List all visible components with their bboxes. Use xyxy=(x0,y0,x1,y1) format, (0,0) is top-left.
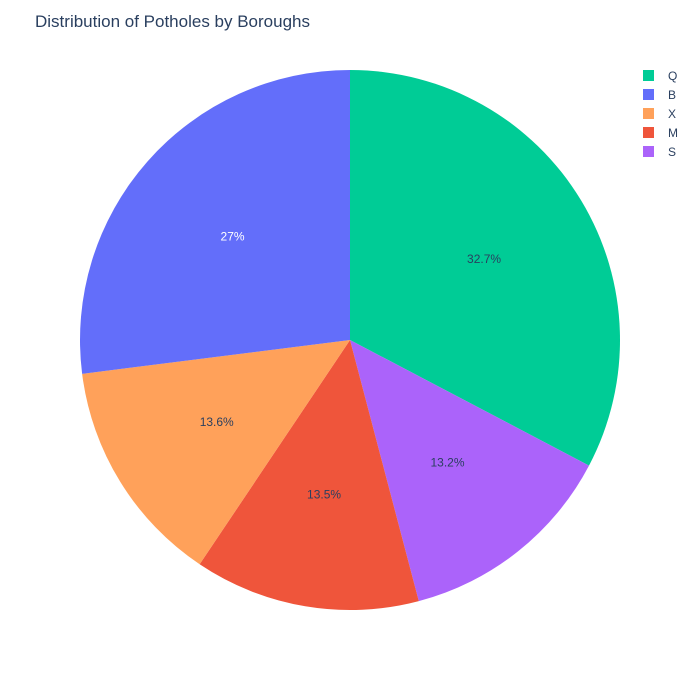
pie-slice-s[interactable] xyxy=(350,340,590,602)
legend-swatch xyxy=(643,70,654,81)
legend-label: S xyxy=(668,144,677,159)
slice-label-q: 32.7% xyxy=(467,252,501,266)
legend-swatch xyxy=(643,127,654,138)
legend-swatch xyxy=(643,146,654,157)
legend-label: X xyxy=(668,106,677,121)
chart-title: Distribution of Potholes by Boroughs xyxy=(35,12,310,31)
pie-slice-q[interactable] xyxy=(350,70,620,466)
legend-label: B xyxy=(668,87,677,102)
legend-label: Q xyxy=(668,68,678,83)
legend-label: M xyxy=(668,125,678,140)
legend-item-x[interactable]: X xyxy=(643,104,678,123)
slice-label-x: 13.6% xyxy=(200,415,234,429)
slice-label-b: 27% xyxy=(221,229,245,243)
pie-slice-x[interactable] xyxy=(82,340,350,565)
legend-item-s[interactable]: S xyxy=(643,142,678,161)
legend-swatch xyxy=(643,108,654,119)
legend-item-b[interactable]: B xyxy=(643,85,678,104)
pie-slice-m[interactable] xyxy=(199,340,419,610)
slice-label-s: 13.2% xyxy=(431,456,465,470)
legend-item-m[interactable]: M xyxy=(643,123,678,142)
slice-label-m: 13.5% xyxy=(307,487,341,501)
legend: Q B X M S xyxy=(643,66,678,161)
legend-item-q[interactable]: Q xyxy=(643,66,678,85)
pie-slice-b[interactable] xyxy=(79,70,350,374)
legend-swatch xyxy=(643,89,654,100)
